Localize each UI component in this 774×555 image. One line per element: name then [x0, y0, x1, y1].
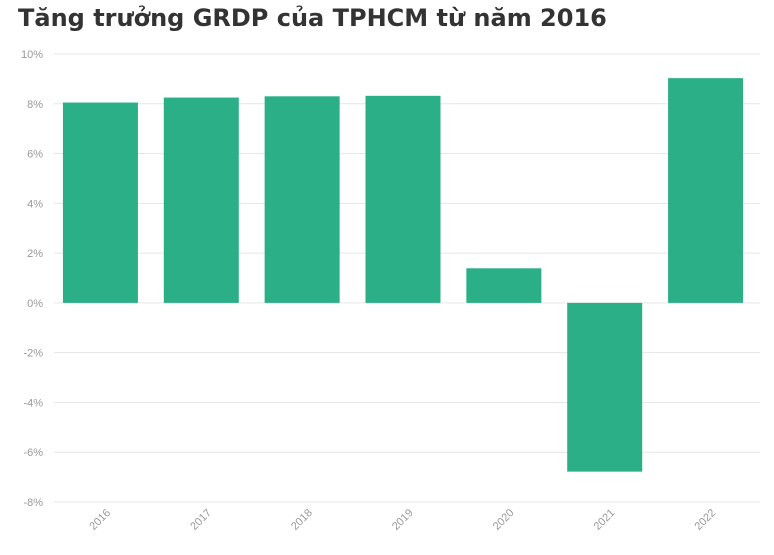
y-tick-label: 6% [27, 149, 43, 161]
bar-2019 [365, 95, 441, 303]
x-tick-label: 2021 [592, 507, 618, 533]
y-tick-label: 8% [27, 99, 43, 111]
y-tick-label: -6% [23, 447, 43, 459]
y-tick-label: -4% [23, 397, 43, 409]
y-tick-label: -8% [23, 497, 43, 509]
bar-2021 [567, 302, 643, 472]
x-tick-label: 2016 [87, 507, 113, 533]
bar-2018 [264, 96, 340, 303]
x-tick-label: 2020 [491, 507, 517, 533]
x-tick-label: 2022 [693, 507, 719, 533]
y-tick-label: 4% [27, 198, 43, 210]
bar-2022 [668, 78, 744, 303]
bar-2016 [62, 102, 138, 303]
y-tick-label: 0% [27, 298, 43, 310]
y-tick-label: 2% [27, 248, 43, 260]
x-tick-label: 2019 [390, 507, 416, 533]
y-tick-label: 10% [21, 49, 43, 61]
bars [62, 78, 744, 472]
y-tick-label: -2% [23, 348, 43, 360]
x-tick-label: 2018 [289, 507, 315, 533]
x-axis: 2016 2017 2018 2019 2020 2021 2022 [87, 507, 718, 533]
chart-title: Tăng trưởng GRDP của TPHCM từ năm 2016 [18, 4, 607, 32]
bar-2017 [163, 97, 239, 303]
x-tick-label: 2017 [188, 507, 214, 533]
bar-2020 [466, 268, 542, 303]
y-axis: 10% 8% 6% 4% 2% 0% -2% -4% -6% -8% [21, 49, 43, 509]
